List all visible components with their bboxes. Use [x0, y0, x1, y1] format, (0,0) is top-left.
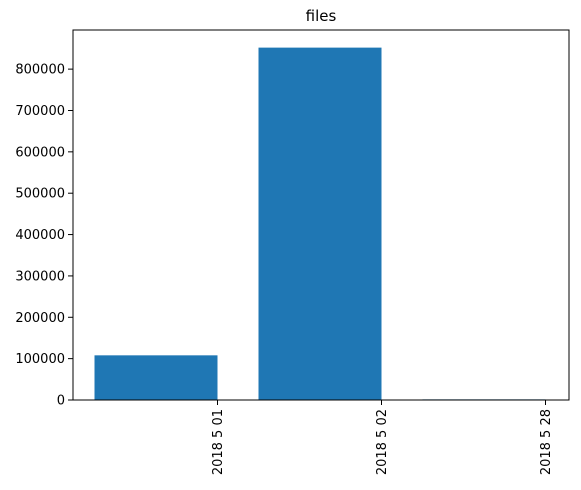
bar-2018-5-02	[258, 47, 382, 400]
x-tick-label: 2018 5 28	[539, 409, 554, 475]
y-tick-label: 700000	[15, 104, 65, 119]
y-tick-label: 500000	[15, 187, 65, 202]
y-tick-label: 400000	[15, 228, 65, 243]
x-axis: 2018 5 01 2018 5 02 2018 5 28	[211, 400, 554, 475]
y-tick-label: 800000	[15, 63, 65, 78]
y-tick-label: 200000	[15, 311, 65, 326]
bar-2018-5-01	[94, 355, 218, 400]
bars-group	[94, 47, 546, 400]
y-tick-label: 0	[57, 394, 65, 409]
y-tick-label: 300000	[15, 269, 65, 284]
x-tick-label: 2018 5 01	[211, 409, 226, 475]
chart-title: files	[306, 7, 337, 25]
y-tick-label: 100000	[15, 352, 65, 367]
y-axis: 0 100000 200000 300000 400000 500000 600000 700…	[15, 63, 73, 409]
x-tick-label: 2018 5 02	[375, 409, 390, 475]
plot-frame	[72, 29, 570, 401]
y-tick-label: 600000	[15, 145, 65, 160]
